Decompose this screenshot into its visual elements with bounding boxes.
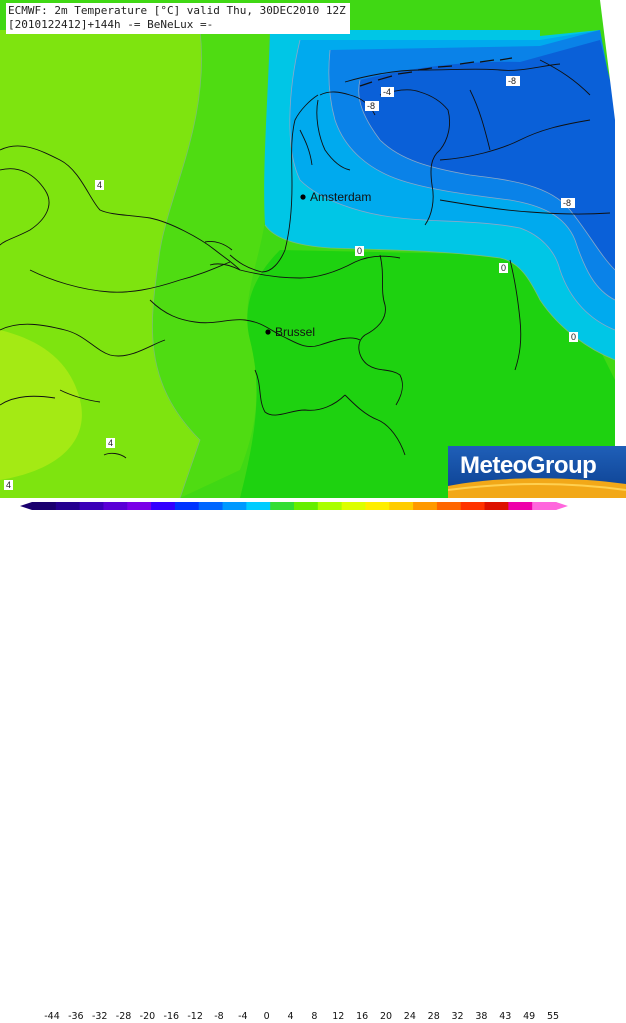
- isoline-label-group: -4 -8 -8 -8 4 0 0 0 4 4: [4, 76, 578, 490]
- legend-swatch: [222, 502, 247, 510]
- legend-swatch: [127, 502, 152, 510]
- legend-swatch: [294, 502, 319, 510]
- legend-swatch: [103, 502, 128, 510]
- frisian-islands: [359, 57, 513, 87]
- legend-tick-label: 38: [475, 1011, 488, 1022]
- legend-swatch: [484, 502, 509, 510]
- color-legend: -44 -36 -32 -28 -20 -16 -12 -8 -4 0 4 8 12 16 20 24 28 32…: [0, 498, 626, 1022]
- legend-tick-label: 8: [311, 1011, 318, 1022]
- legend-colorbar: [20, 502, 568, 510]
- legend-tick-label: 24: [403, 1011, 416, 1022]
- legend-swatch: [79, 502, 104, 510]
- legend-tick-label: -36: [68, 1011, 84, 1022]
- legend-swatch: [198, 502, 224, 510]
- legend-tick-label: -12: [187, 1011, 203, 1022]
- legend-swatch: [55, 502, 81, 510]
- legend-swatch: [413, 502, 438, 510]
- legend-swatch: [508, 502, 533, 510]
- legend-swatch: [246, 502, 271, 510]
- city-label-brussel: Brussel: [275, 325, 315, 339]
- city-marker-brussel: [265, 329, 271, 335]
- legend-swatch: [365, 502, 390, 510]
- city-label-amsterdam: Amsterdam: [310, 190, 371, 204]
- legend-tick-label: -16: [163, 1011, 180, 1022]
- legend-max-arrow: [556, 502, 568, 510]
- legend-swatch: [317, 502, 343, 510]
- legend-tick-label: 20: [379, 1011, 393, 1022]
- isoline-label: 4: [97, 180, 102, 190]
- legend-swatch: [436, 502, 462, 510]
- legend-tick-label: 16: [356, 1011, 369, 1022]
- legend-swatch: [341, 502, 366, 510]
- temp-zone-southwest: [0, 330, 82, 480]
- legend-swatch: [174, 502, 200, 510]
- isolines-land: [152, 29, 616, 499]
- legend-tick-label: -4: [238, 1011, 248, 1022]
- isoline-label: -8: [508, 76, 516, 86]
- legend-tick-label: 28: [427, 1011, 440, 1022]
- legend-tick-label: 12: [332, 1011, 345, 1022]
- legend-tick-label: 49: [523, 1011, 536, 1022]
- legend-swatch: [270, 502, 295, 510]
- temp-zone-east: [240, 250, 615, 498]
- legend-swatch: [532, 502, 557, 510]
- domain-edge: [600, 0, 626, 498]
- legend-tick-label: -28: [115, 1011, 132, 1022]
- legend-tick-label: 55: [546, 1011, 560, 1022]
- legend-tick-label: -8: [214, 1011, 224, 1022]
- logo-text: MeteoGroup: [460, 452, 597, 479]
- legend-tick-label: 32: [451, 1011, 464, 1022]
- header-run-info: [2010122412]+144h -= BeNeLux =-: [8, 18, 214, 31]
- header-title: ECMWF: 2m Temperature [°C] valid Thu, 30…: [8, 4, 346, 17]
- meteogroup-logo: MeteoGroup: [448, 446, 626, 498]
- isoline-label: -4: [383, 87, 391, 97]
- legend-tick-label: -32: [91, 1011, 108, 1022]
- legend-swatch: [32, 502, 57, 510]
- map-canvas: Amsterdam Brussel -4 -8 -8 -8 4 0 0 0 4 …: [0, 0, 626, 499]
- legend-tick-label: 0: [263, 1011, 270, 1022]
- legend-ticks: -44 -36 -32 -28 -20 -16 -12 -8 -4 0 4 8 12 16 20 24 28 32…: [0, 1011, 626, 1023]
- city-marker-amsterdam: [300, 194, 306, 200]
- sea-zone-deep-blue: [358, 40, 615, 270]
- legend-swatch: [151, 502, 176, 510]
- coastlines-borders: [0, 59, 611, 459]
- legend-swatch: [389, 502, 414, 510]
- legend-tick-label: -20: [139, 1011, 156, 1022]
- legend-swatch: [460, 502, 486, 510]
- legend-min-arrow: [20, 502, 32, 510]
- isoline-label: 4: [108, 438, 113, 448]
- legend-tick-label: 43: [499, 1011, 512, 1022]
- isoline-label: 0: [501, 263, 506, 273]
- map-header: ECMWF: 2m Temperature [°C] valid Thu, 30…: [6, 3, 350, 34]
- isoline-label: 0: [357, 246, 362, 256]
- isoline-label: 4: [6, 480, 11, 490]
- legend-tick-label: -44: [44, 1011, 60, 1022]
- isoline-label: -8: [563, 198, 571, 208]
- isoline-label: -8: [367, 101, 375, 111]
- logo-background: [448, 446, 626, 498]
- isoline-label: 0: [571, 332, 576, 342]
- legend-tick-label: 4: [287, 1011, 294, 1022]
